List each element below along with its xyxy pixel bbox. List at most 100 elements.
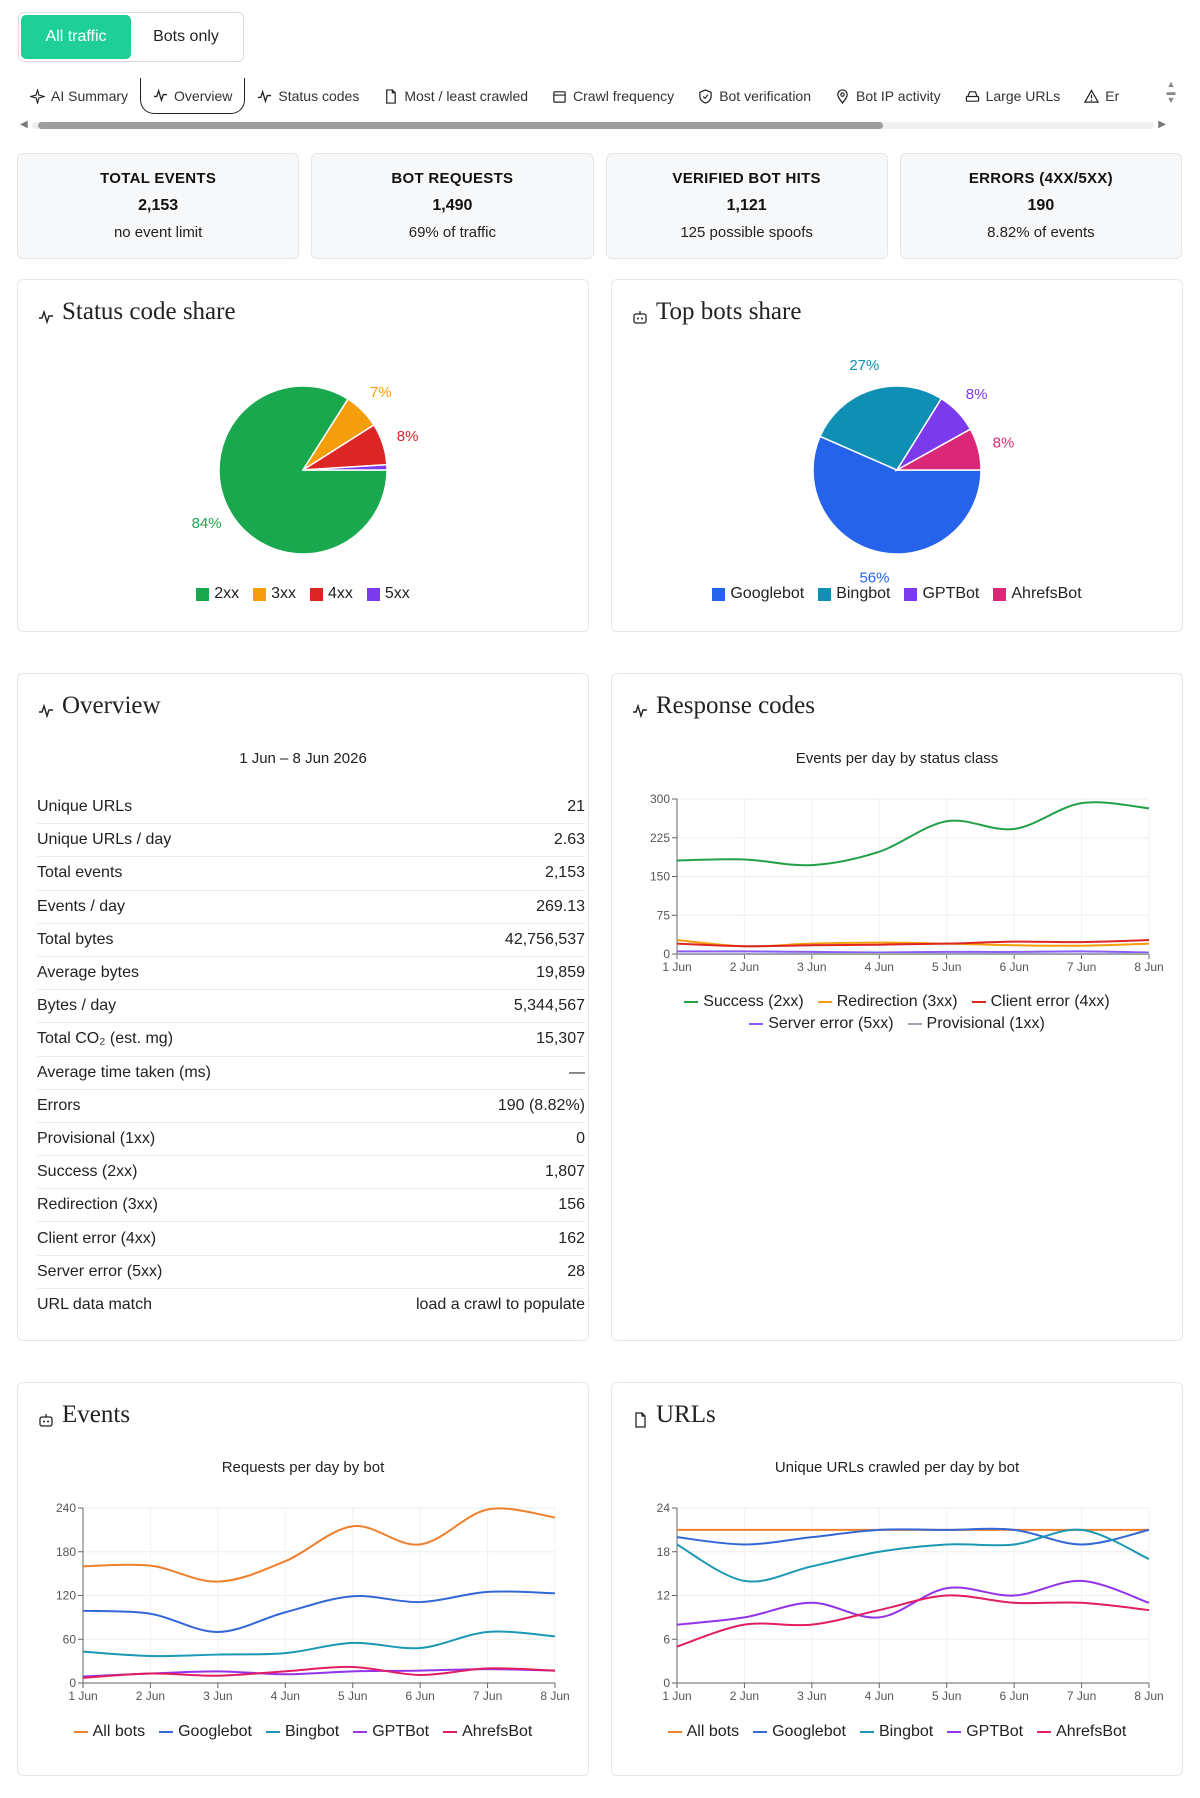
overview-row: Total CO₂ (est. mg) 15,307 [37,1023,585,1057]
legend-swatch [859,1731,874,1733]
legend-swatch [993,587,1007,601]
legend-label: AhrefsBot [1056,1723,1127,1740]
x-tick-label: 3 Jun [797,1689,826,1703]
tab-er[interactable]: Er [1072,78,1131,114]
legend-swatch [443,1731,458,1733]
legend-label: AhrefsBot [1011,585,1082,602]
x-tick-label: 3 Jun [203,1689,232,1703]
x-tick-label: 1 Jun [662,1689,691,1703]
urls-line-chart: 0 6 12 18 24 1 Jun 2 Jun 3 Jun 4 Jun 5 Jun 6 Jun 7 … [657,1501,1164,1703]
series-line[interactable] [82,1665,556,1679]
legend-item[interactable]: GPTBot [353,1723,429,1741]
legend-label: 4xx [328,585,353,602]
tabs-scrollbar[interactable]: ◀ ▶ [18,118,1168,132]
status-share-title: Status code share [62,298,236,325]
scroll-right-icon[interactable]: ▶ [1158,119,1166,130]
x-tick-label: 2 Jun [136,1689,165,1703]
pie-slice[interactable] [812,435,982,555]
tab-ai-summary[interactable]: AI Summary [18,78,140,114]
legend-item[interactable]: All bots [73,1723,145,1741]
tab-label: AI Summary [51,88,129,104]
tab-overview[interactable]: Overview [140,78,246,114]
legend-item[interactable]: AhrefsBot [993,585,1082,603]
urls-title: URLs [656,1401,716,1428]
legend-item[interactable]: Client error (4xx) [971,993,1110,1011]
legend-item[interactable]: GPTBot [947,1723,1023,1741]
legend-item[interactable]: Bingbot [859,1723,933,1741]
legend-item[interactable]: Googlebot [159,1723,252,1741]
row-label: Total events [37,864,123,882]
pie-slice[interactable] [894,428,982,471]
series-line[interactable] [82,1590,556,1633]
tab-large-urls[interactable]: Large URLs [953,78,1073,114]
bots-share-legend: Googlebot Bingbot GPTBot AhrefsBot [612,585,1182,603]
series-line[interactable] [676,1527,1150,1546]
scroll-thumb[interactable] [38,122,883,129]
legend-item[interactable]: 2xx [196,585,239,603]
series-line[interactable] [82,1630,556,1658]
stat-value: 1,490 [432,197,473,214]
series-line[interactable] [676,950,1150,954]
pulse-icon [633,703,647,719]
series-line[interactable] [676,1528,1150,1583]
legend-item[interactable]: Googlebot [712,585,804,603]
legend-item[interactable]: 4xx [310,585,353,603]
bots-only-button[interactable]: Bots only [153,28,219,45]
legend-label: Googlebot [772,1723,846,1740]
y-tick-label: 6 [663,1632,670,1646]
tab-crawl-frequency[interactable]: Crawl frequency [540,78,686,114]
tab-most-least-crawled[interactable]: Most / least crawled [371,78,540,114]
legend-item[interactable]: Googlebot [753,1723,846,1741]
legend-label: GPTBot [922,585,980,602]
bots-share-pie-chart: 56% 27% 8% 8% [812,357,1014,587]
legend-item[interactable]: Server error (5xx) [749,1015,894,1033]
pie-slice[interactable] [819,385,943,471]
legend-label: GPTBot [966,1723,1024,1740]
pulse-icon [153,88,168,103]
tab-label: Crawl frequency [573,88,675,104]
stat-value: 190 [1027,197,1055,214]
row-value: 15,307 [536,1030,585,1048]
legend-label: AhrefsBot [462,1723,533,1740]
series-line[interactable] [676,939,1150,948]
calendar-icon [553,90,566,103]
status-share-pie-chart: 84% 7% 8% [192,384,418,555]
series-line[interactable] [676,1579,1150,1626]
robot-icon [39,1414,53,1427]
pie-slice-label: 7% [370,384,392,401]
legend-item[interactable]: AhrefsBot [443,1723,532,1741]
legend-item[interactable]: Provisional (1xx) [907,1015,1045,1033]
drive-icon [965,90,979,102]
legend-swatch [753,1731,768,1733]
series-line[interactable] [676,1594,1150,1648]
page-icon [635,1412,646,1428]
sparkle-icon [30,88,45,104]
legend-item[interactable]: AhrefsBot [1037,1723,1126,1741]
y-tick-label: 300 [650,792,670,806]
tab-status-codes[interactable]: Status codes [245,78,371,114]
tab-bot-verification[interactable]: Bot verification [686,78,823,114]
x-tick-label: 4 Jun [271,1689,300,1703]
pie-slice[interactable] [302,463,388,471]
pie-slice-label: 84% [192,515,222,532]
series-line[interactable] [82,1507,556,1583]
legend-item[interactable]: All bots [667,1723,739,1741]
all-traffic-button[interactable]: All traffic [21,15,131,59]
legend-item[interactable]: 5xx [366,585,410,603]
legend-swatch [667,1731,682,1733]
series-line[interactable] [676,801,1150,867]
legend-swatch [310,587,323,601]
legend-item[interactable]: Bingbot [265,1723,339,1741]
legend-item[interactable]: Success (2xx) [684,993,804,1011]
legend-item[interactable]: Redirection (3xx) [817,993,958,1011]
tab-bot-ip-activity[interactable]: Bot IP activity [823,78,953,114]
panel-title: Status code share [38,298,236,326]
scroll-left-icon[interactable]: ◀ [20,119,28,130]
traffic-toggle: All traffic Bots only [18,12,244,62]
legend-item[interactable]: GPTBot [904,585,979,603]
legend-item[interactable]: Bingbot [818,585,890,603]
vertical-scroll-arrows[interactable]: ▲ ▬ ▼ [1166,79,1176,105]
row-value: 156 [558,1196,585,1214]
response-codes-line-chart: 0 75 150 225 300 1 Jun 2 Jun 3 Jun 4 Jun 5 Jun 6 J… [650,792,1164,974]
legend-item[interactable]: 3xx [253,585,296,603]
